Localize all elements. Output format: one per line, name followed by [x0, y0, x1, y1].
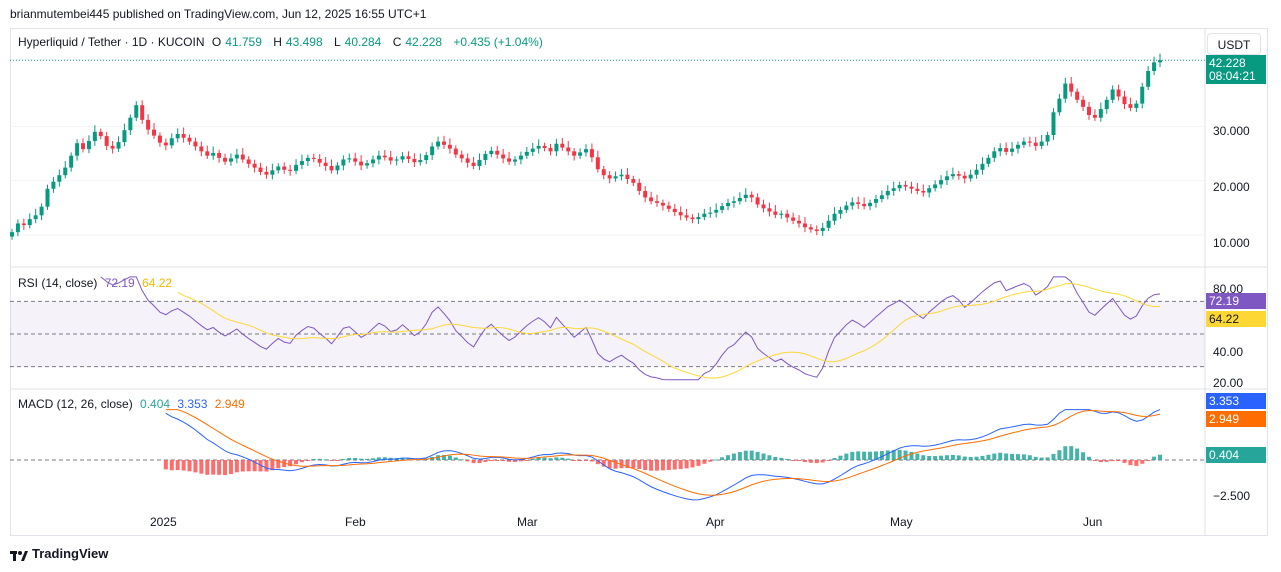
rsi-value-tag: 72.19 — [1206, 293, 1266, 309]
time-tick: Mar — [517, 515, 538, 529]
rsi-tick: 40.00 — [1213, 345, 1244, 359]
rsi-tick: 20.00 — [1213, 376, 1244, 390]
tradingview-logo-icon — [10, 549, 28, 561]
macd-line-value: 3.353 — [177, 397, 208, 411]
time-tick: Feb — [345, 515, 366, 529]
time-tick: Jun — [1083, 515, 1103, 529]
low-key: L — [333, 35, 341, 49]
price-tick: 10.000 — [1213, 236, 1250, 250]
rsi-title[interactable]: RSI (14, close) — [18, 276, 98, 290]
symbol-legend: Hyperliquid / Tether · 1D · KUCOIN O 41.7… — [18, 35, 547, 49]
price-tick: 20.000 — [1213, 180, 1250, 194]
published-info: brianmutembei445 published on TradingVie… — [10, 7, 427, 21]
high-key: H — [273, 35, 282, 49]
countdown-tag: 08:04:21 — [1206, 68, 1266, 84]
open-value: 41.759 — [225, 35, 262, 49]
high-value: 43.498 — [285, 35, 323, 49]
tradingview-brand: TradingView — [32, 546, 109, 561]
change-value: +0.435 (+1.04%) — [453, 35, 543, 49]
close-key: C — [392, 35, 402, 49]
chart-frame — [10, 28, 1268, 536]
macd-hist-tag: 0.404 — [1206, 447, 1266, 463]
time-tick: May — [890, 515, 913, 529]
price-tick: 30.000 — [1213, 124, 1250, 138]
rsi-value: 72.19 — [104, 276, 135, 290]
rsi-tick: 80.00 — [1213, 282, 1244, 296]
open-key: O — [211, 35, 222, 49]
close-value: 42.228 — [405, 35, 443, 49]
macd-hist-value: 0.404 — [140, 397, 171, 411]
macd-signal-tag: 2.949 — [1206, 411, 1266, 427]
macd-legend: MACD (12, 26, close) 0.404 3.353 2.949 — [18, 397, 249, 411]
time-tick: 2025 — [150, 515, 177, 529]
time-tick: Apr — [706, 515, 725, 529]
symbol-name[interactable]: Hyperliquid / Tether · 1D · KUCOIN — [18, 35, 205, 49]
low-value: 40.284 — [344, 35, 382, 49]
rsi-legend: RSI (14, close) 72.19 64.22 — [18, 276, 176, 290]
rsi-ma-value: 64.22 — [142, 276, 173, 290]
tradingview-footer[interactable]: TradingView — [10, 546, 108, 561]
rsi-ma-tag: 64.22 — [1206, 311, 1266, 327]
macd-tick: −2.500 — [1213, 489, 1251, 503]
currency-button[interactable]: USDT — [1207, 33, 1261, 55]
macd-signal-value: 2.949 — [214, 397, 245, 411]
last-price-tag: 42.228 — [1206, 55, 1266, 71]
macd-title[interactable]: MACD (12, 26, close) — [18, 397, 133, 411]
macd-line-tag: 3.353 — [1206, 393, 1266, 409]
